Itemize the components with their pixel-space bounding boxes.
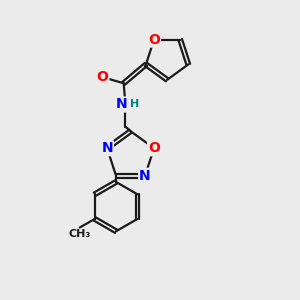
Text: O: O xyxy=(148,141,160,155)
Text: O: O xyxy=(148,33,160,46)
Text: N: N xyxy=(116,98,127,112)
Text: CH₃: CH₃ xyxy=(69,229,91,239)
Text: H: H xyxy=(130,100,140,110)
Text: N: N xyxy=(101,141,113,155)
Text: O: O xyxy=(97,70,108,84)
Text: N: N xyxy=(139,169,151,183)
